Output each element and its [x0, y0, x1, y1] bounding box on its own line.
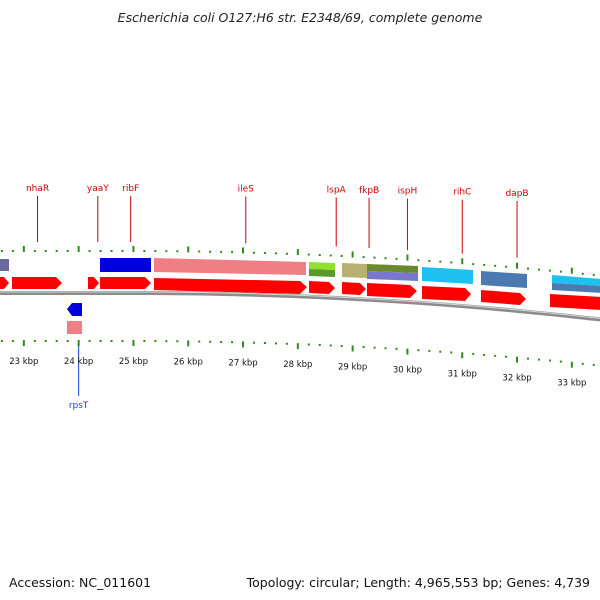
tick-label: 23 kbp — [9, 357, 38, 367]
cds-arrow[interactable] — [550, 294, 600, 310]
feature-bar[interactable] — [309, 269, 335, 277]
feature-track — [0, 258, 600, 293]
tick-label: 26 kbp — [174, 357, 203, 367]
cds-arrow[interactable] — [0, 277, 9, 289]
cds-arrow[interactable] — [481, 290, 526, 305]
feature-bar[interactable] — [0, 259, 9, 271]
genome-backbone-highlight — [0, 291, 600, 319]
gene-label[interactable]: ileS — [238, 184, 255, 194]
feature-bar[interactable] — [367, 271, 418, 281]
gene-label[interactable]: rihC — [453, 188, 471, 198]
tick-labels: 23 kbp 24 kbp 25 kbp 26 kbp 27 kbp 28 kbp 29 k… — [9, 357, 586, 389]
gene-label[interactable]: rpsT — [69, 401, 89, 411]
cds-arrow-minus[interactable] — [67, 303, 82, 316]
gene-labels: nhaR yaaY ribF ileS lspA fkpB ispH rihC dapB rpsT — [26, 184, 529, 411]
tick-label: 31 kbp — [448, 369, 477, 379]
tick-label: 33 kbp — [557, 379, 586, 389]
tick-label: 30 kbp — [393, 366, 422, 376]
cds-arrow[interactable] — [154, 278, 307, 294]
cds-arrow[interactable] — [100, 277, 151, 289]
cds-track — [0, 277, 600, 310]
feature-bar[interactable] — [154, 258, 306, 275]
gene-label[interactable]: nhaR — [26, 184, 49, 194]
feature-bar[interactable] — [342, 263, 367, 278]
tick-label: 25 kbp — [119, 357, 148, 367]
feature-bar[interactable] — [552, 275, 600, 286]
feature-bar[interactable] — [422, 267, 473, 284]
gene-label[interactable]: fkpB — [359, 186, 379, 196]
tick-marks-inner — [0, 340, 595, 368]
tick-label: 24 kbp — [64, 357, 93, 367]
feature-bar[interactable] — [481, 271, 527, 288]
feature-bar[interactable] — [100, 258, 151, 272]
feature-bar[interactable] — [309, 262, 335, 270]
cds-arrow[interactable] — [422, 286, 471, 301]
tick-label: 27 kbp — [228, 358, 257, 368]
cds-arrow[interactable] — [12, 277, 62, 289]
tick-marks-outer — [0, 246, 595, 276]
genome-backbone — [0, 291, 600, 322]
accession-text: Accession: NC_011601 — [9, 575, 152, 590]
gene-label[interactable]: yaaY — [87, 184, 109, 194]
gene-label[interactable]: ribF — [122, 184, 139, 194]
gene-label[interactable]: ispH — [398, 187, 418, 197]
gene-label[interactable]: dapB — [505, 189, 528, 199]
gene-label-lines — [37, 196, 518, 396]
cds-arrow[interactable] — [367, 283, 417, 298]
minus-strand-track — [67, 303, 82, 334]
tick-label: 29 kbp — [338, 363, 367, 373]
tick-label: 28 kbp — [283, 360, 312, 370]
feature-bar[interactable] — [552, 283, 600, 293]
cds-arrow[interactable] — [309, 281, 335, 294]
gene-label[interactable]: lspA — [327, 185, 347, 195]
map-title: Escherichia coli O127:H6 str. E2348/69, … — [117, 10, 483, 25]
cds-arrow[interactable] — [88, 277, 99, 289]
genome-summary-text: Topology: circular; Length: 4,965,553 bp… — [246, 575, 590, 590]
cds-arrow[interactable] — [342, 282, 366, 295]
tick-label: 32 kbp — [502, 374, 531, 384]
feature-bar[interactable] — [367, 264, 418, 273]
feature-bar[interactable] — [67, 321, 82, 334]
